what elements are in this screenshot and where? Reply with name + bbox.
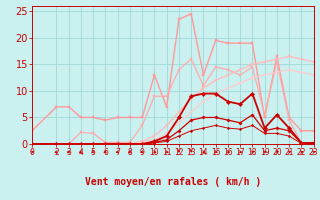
X-axis label: Vent moyen/en rafales ( km/h ): Vent moyen/en rafales ( km/h ): [85, 177, 261, 187]
